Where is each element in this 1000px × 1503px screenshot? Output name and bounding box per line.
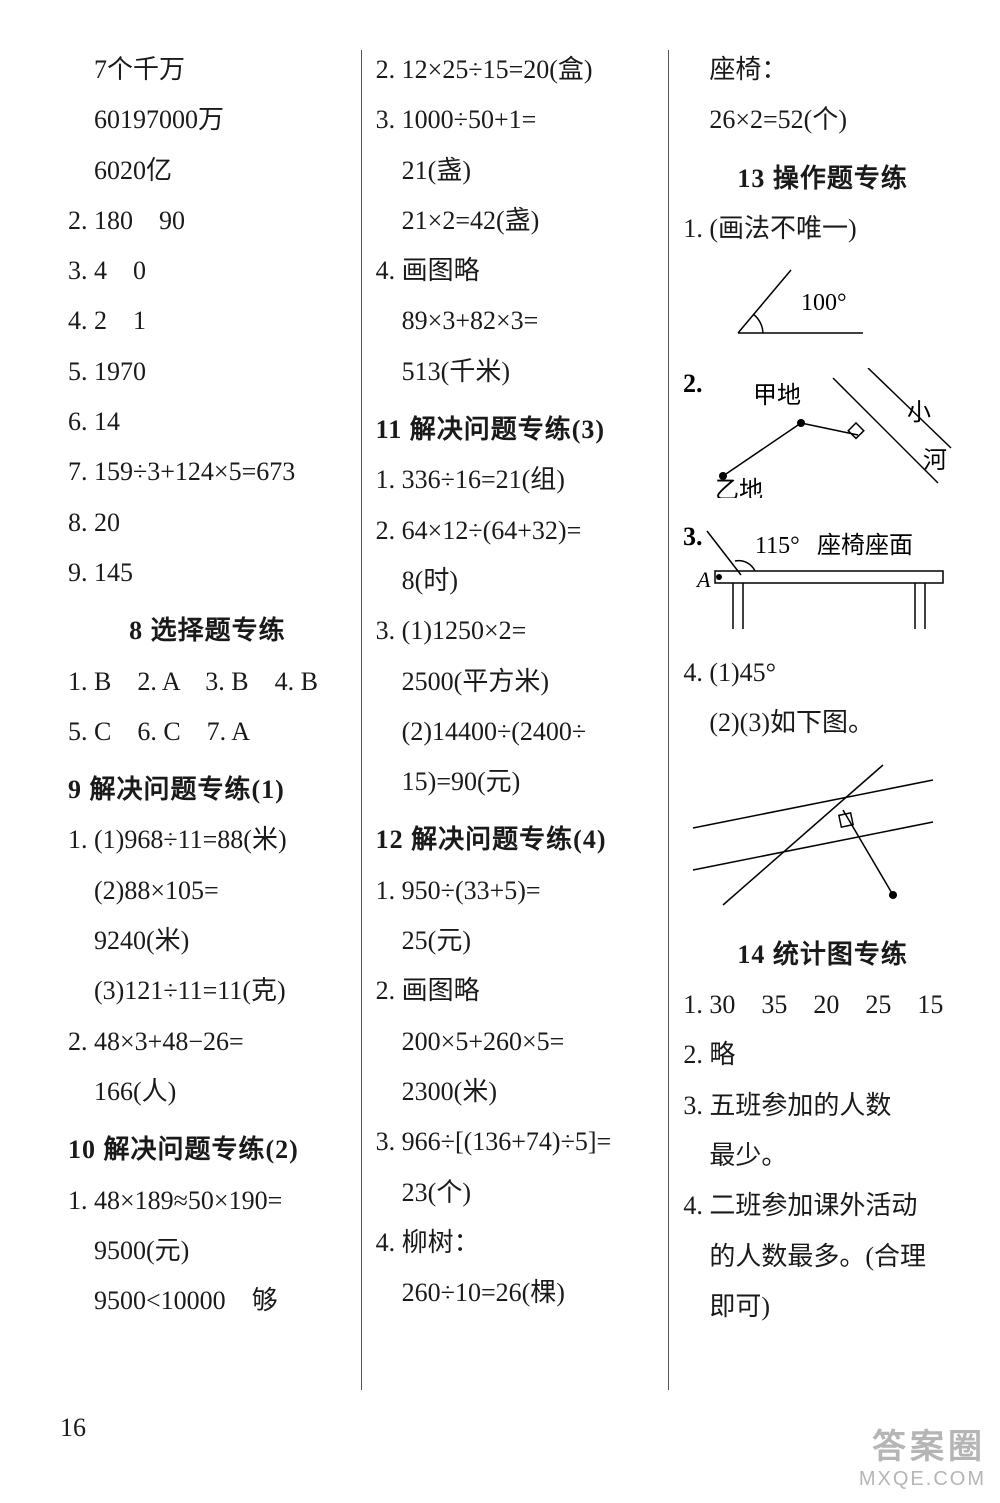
section-heading: 9 解决问题专练(1) [68, 770, 347, 810]
label-jia: 甲地 [753, 382, 801, 409]
q-label: 3. [683, 522, 703, 551]
figure-map: 2. 甲地 乙地 小 河 [683, 368, 962, 505]
text-line: 166(人) [68, 1072, 347, 1112]
text-line: 60197000万 [68, 100, 347, 140]
figure-angle-100: 100° [683, 265, 962, 352]
text-line: 2500(平方米) [376, 662, 655, 702]
watermark: 答案圈 MXQE.COM [859, 1419, 986, 1491]
section-heading: 10 解决问题专练(2) [68, 1130, 347, 1170]
text-line: (2)88×105= [68, 871, 347, 911]
section-heading: 8 选择题专练 [68, 611, 347, 651]
text-line: 21×2=42(盏) [376, 201, 655, 241]
angle-label: 115° [755, 533, 800, 559]
text-line: 3. 1000÷50+1= [376, 100, 655, 140]
text-line: 3. (1)1250×2= [376, 611, 655, 651]
watermark-line2: MXQE.COM [859, 1468, 986, 1491]
column-2: 2. 12×25÷15=20(盒) 3. 1000÷50+1= 21(盏) 21… [368, 50, 663, 1390]
text-line: 5. 1970 [68, 352, 347, 392]
text-line: 3. 五班参加的人数 [683, 1086, 962, 1126]
text-line: 2. 画图略 [376, 971, 655, 1011]
text-line: 4. 画图略 [376, 251, 655, 291]
text-line: 4. 柳树： [376, 1223, 655, 1263]
text-line: 8(时) [376, 561, 655, 601]
text-line: 1. 336÷16=21(组) [376, 460, 655, 500]
text-line: 9500(元) [68, 1231, 347, 1271]
text-line: 2. 12×25÷15=20(盒) [376, 50, 655, 90]
text-line: 最少。 [683, 1136, 962, 1176]
text-line: 的人数最多。(合理 [683, 1237, 962, 1277]
text-line: 1. 48×189≈50×190= [68, 1181, 347, 1221]
text-line: 2. 180 90 [68, 201, 347, 241]
text-line: 23(个) [376, 1173, 655, 1213]
text-line: 513(千米) [376, 352, 655, 392]
text-line: 4. 2 1 [68, 301, 347, 341]
point-a: A [695, 567, 711, 592]
label-yi: 乙地 [715, 477, 763, 498]
text-line: 3. 966÷[(136+74)÷5]= [376, 1122, 655, 1162]
label-river: 河 [923, 447, 947, 474]
figure-parallel-perp [683, 760, 962, 917]
text-line: 9. 145 [68, 553, 347, 593]
page-content: 7个千万 60197000万 6020亿 2. 180 90 3. 4 0 4.… [0, 0, 1000, 1420]
text-line: 9240(米) [68, 921, 347, 961]
text-line: 2300(米) [376, 1072, 655, 1112]
text-line: 1. 950÷(33+5)= [376, 871, 655, 911]
page-number: 16 [60, 1413, 86, 1443]
section-heading: 14 统计图专练 [683, 935, 962, 975]
text-line: 21(盏) [376, 151, 655, 191]
text-line: 8. 20 [68, 503, 347, 543]
text-line: (2)14400÷(2400÷ [376, 712, 655, 752]
text-line: 7个千万 [68, 50, 347, 90]
text-line: 4. 二班参加课外活动 [683, 1186, 962, 1226]
text-line: 1. 30 35 20 25 15 [683, 985, 962, 1025]
text-line: 3. 4 0 [68, 251, 347, 291]
text-line: 2. 48×3+48−26= [68, 1022, 347, 1062]
text-line: 座椅： [683, 50, 962, 90]
text-line: 6. 14 [68, 402, 347, 442]
text-line: 1. (1)968÷11=88(米) [68, 820, 347, 860]
text-line: 15)=90(元) [376, 762, 655, 802]
watermark-line1: 答案圈 [859, 1419, 986, 1468]
section-heading: 11 解决问题专练(3) [376, 410, 655, 450]
text-line: 89×3+82×3= [376, 301, 655, 341]
section-heading: 12 解决问题专练(4) [376, 820, 655, 860]
text-line: (2)(3)如下图。 [683, 703, 962, 743]
text-line: 2. 64×12÷(64+32)= [376, 511, 655, 551]
text-line: 25(元) [376, 921, 655, 961]
seat-label: 座椅座面 [817, 532, 913, 559]
text-line: 2. 略 [683, 1035, 962, 1075]
text-line: 260÷10=26(棵) [376, 1273, 655, 1313]
text-line: 7. 159÷3+124×5=673 [68, 452, 347, 492]
text-line: 1. B 2. A 3. B 4. B [68, 662, 347, 702]
column-divider [668, 50, 669, 1390]
figure-table-seat: 3. A 115° 座椅座面 [683, 521, 962, 643]
column-3: 座椅： 26×2=52(个) 13 操作题专练 1. (画法不唯一) 100° … [675, 50, 970, 1390]
text-line: 26×2=52(个) [683, 100, 962, 140]
text-line: 5. C 6. C 7. A [68, 712, 347, 752]
label-small: 小 [907, 399, 931, 426]
angle-label: 100° [801, 290, 847, 316]
text-line: (3)121÷11=11(克) [68, 971, 347, 1011]
text-line: 即可) [683, 1287, 962, 1327]
text-line: 1. (画法不唯一) [683, 209, 962, 249]
text-line: 6020亿 [68, 151, 347, 191]
text-line: 4. (1)45° [683, 653, 962, 693]
column-1: 7个千万 60197000万 6020亿 2. 180 90 3. 4 0 4.… [60, 50, 355, 1390]
section-heading: 13 操作题专练 [683, 159, 962, 199]
q-label: 2. [683, 369, 703, 398]
text-line: 9500<10000 够 [68, 1281, 347, 1321]
text-line: 200×5+260×5= [376, 1022, 655, 1062]
column-divider [361, 50, 362, 1390]
